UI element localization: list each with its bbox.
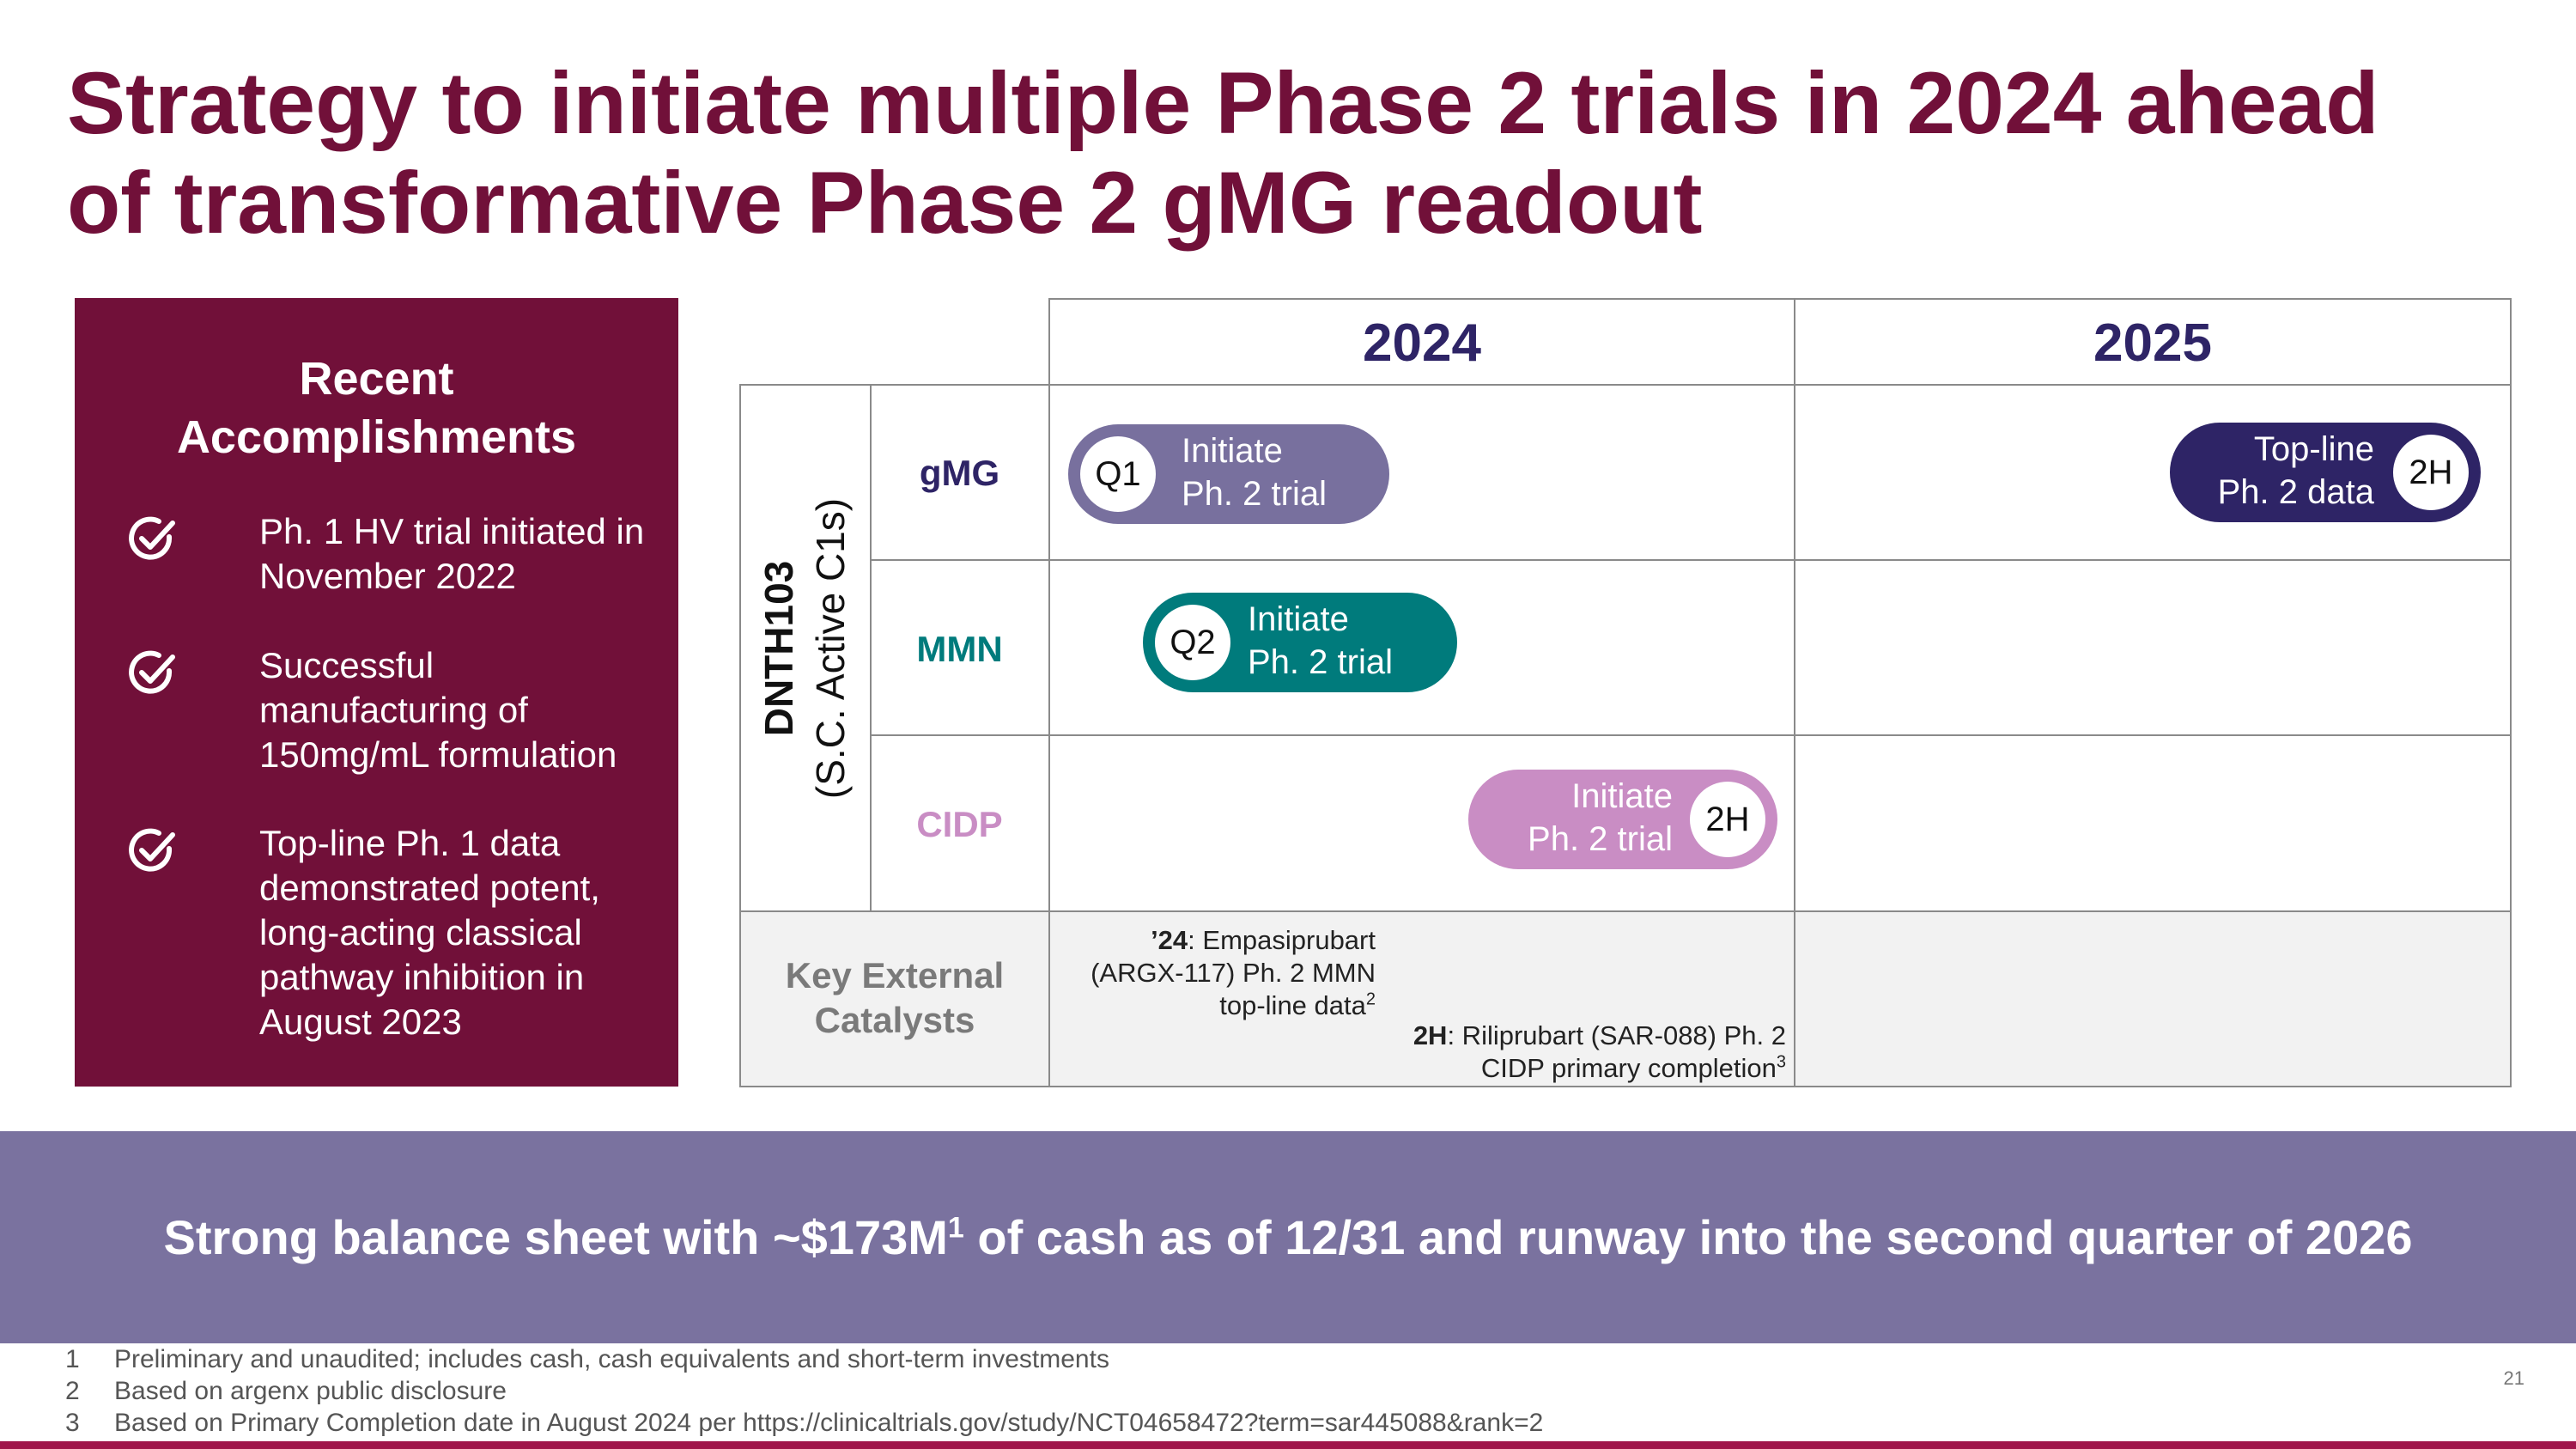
accomplishment-line: pathway inhibition in [259,957,585,997]
catalyst-note-cidp: 2H: Riliprubart (SAR-088) Ph. 2 CIDP pri… [1322,1020,1786,1085]
grid-line [740,910,2512,912]
year-header-2025: 2025 [2093,314,2212,373]
footnote-number: 2 [65,1377,80,1405]
footnote-ref: 2 [1365,989,1376,1009]
accomplishment-line: demonstrated potent, [259,868,600,908]
catalyst-timing: ’24 [1151,925,1188,955]
row-label-cidp: CIDP [916,804,1003,844]
catalyst-line: top-line data2 [1056,989,1376,1022]
grid-line [740,1086,2512,1087]
page-title: Strategy to initiate multiple Phase 2 tr… [67,53,2540,253]
accomplishment-line: 150mg/mL formulation [259,734,617,775]
milestone-mmn-initiate: Q2 Initiate Ph. 2 trial [1143,593,1457,692]
accomplishments-heading-line1: Recent [299,353,454,405]
page-title-line1: Strategy to initiate multiple Phase 2 tr… [67,54,2379,152]
milestone-cidp-initiate: Initiate Ph. 2 trial 2H [1468,770,1777,869]
milestone-badge: Q1 [1080,436,1156,512]
catalyst-note-mmn: ’24: Empasiprubart (ARGX-117) Ph. 2 MMN … [1056,924,1376,1022]
milestone-text: Initiate Ph. 2 trial [1248,598,1393,684]
grid-line [739,384,741,1087]
drug-label-text: DNTH103 (S.C. Active C1s) [753,386,856,911]
footnotes: 1 Preliminary and unaudited; includes ca… [65,1343,2212,1439]
drug-name: DNTH103 [756,560,801,737]
catalyst-line: (ARGX-117) Ph. 2 MMN [1091,958,1376,988]
milestone-line: Initiate [1182,432,1283,470]
external-catalysts-label-line2: Catalysts [814,1000,975,1040]
accomplishment-text: Top-line Ph. 1 data demonstrated potent,… [259,821,671,1044]
catalyst-timing: 2H [1413,1020,1448,1050]
grid-line [870,384,872,912]
footnote: 3 Based on Primary Completion date in Au… [65,1407,2212,1439]
accomplishment-text: Ph. 1 HV trial initiated in November 202… [259,509,671,599]
grid-line [2510,298,2512,1087]
grid-line [1794,298,1795,1087]
milestone-gmg-topline: Top-line Ph. 2 data 2H [2170,423,2481,522]
milestone-badge: 2H [1690,782,1765,857]
milestone-line: Ph. 2 trial [1528,820,1673,858]
accomplishment-line: long-acting classical [259,912,582,953]
catalyst-text: top-line data [1219,990,1366,1020]
milestone-line: Initiate [1248,600,1349,638]
milestone-badge: 2H [2393,435,2469,510]
accomplishment-line: August 2023 [259,1002,462,1042]
milestone-line: Ph. 2 data [2217,473,2374,511]
check-circle-icon [129,516,175,560]
footnote-text: Preliminary and unaudited; includes cash… [114,1345,1109,1373]
footnote: 1 Preliminary and unaudited; includes ca… [65,1343,2212,1375]
external-catalysts-label: Key External Catalysts [740,953,1049,1043]
accomplishment-line: manufacturing of [259,690,528,730]
footnote-text: Based on argenx public disclosure [114,1377,507,1405]
accomplishments-heading-line2: Accomplishments [176,411,577,463]
check-circle-icon [129,650,175,694]
catalyst-text: : Riliprubart (SAR-088) Ph. 2 [1447,1020,1786,1050]
grid-line [740,384,2512,386]
milestone-text: Initiate Ph. 2 trial [1182,429,1327,515]
milestone-text: Initiate Ph. 2 trial [1528,775,1673,861]
accomplishment-line: Successful [259,645,434,685]
milestone-line: Initiate [1571,777,1673,815]
grid-line [871,734,2512,736]
catalyst-line: 2H: Riliprubart (SAR-088) Ph. 2 [1322,1020,1786,1052]
drug-label: DNTH103 (S.C. Active C1s) [740,386,869,911]
external-catalysts-row-bg [740,911,2511,1087]
accomplishment-text: Successful manufacturing of 150mg/mL for… [259,643,671,777]
accomplishments-heading: Recent Accomplishments [75,350,678,466]
accomplishment-line: November 2022 [259,556,516,596]
banner-text: Strong balance sheet with ~$173M [163,1210,948,1264]
check-circle-icon [129,828,175,872]
catalyst-line: CIDP primary completion3 [1322,1052,1786,1085]
milestone-badge: Q2 [1155,605,1230,680]
footnote-text: Based on Primary Completion date in Augu… [114,1409,1544,1437]
grid-line [1048,298,2512,300]
balance-sheet-banner: Strong balance sheet with ~$173M1 of cas… [0,1131,2576,1343]
bottom-rule [0,1441,2576,1449]
milestone-gmg-initiate: Q1 Initiate Ph. 2 trial [1068,424,1389,524]
page-title-line2: of transformative Phase 2 gMG readout [67,154,1703,252]
catalyst-text: CIDP primary completion [1480,1053,1777,1083]
footnote-number: 3 [65,1409,80,1437]
year-header-2024: 2024 [1363,314,1481,373]
external-catalysts-label-line1: Key External [785,955,1005,995]
milestone-text: Top-line Ph. 2 data [2218,428,2374,514]
grid-line [871,559,2512,561]
recent-accomplishments-panel: Recent Accomplishments Ph. 1 HV trial in… [75,298,678,1087]
page-number: 21 [2503,1367,2524,1389]
grid-line [1048,298,1050,1087]
accomplishment-line: Ph. 1 HV trial initiated in [259,511,645,551]
row-label-gmg: gMG [919,453,1000,493]
drug-mechanism: (S.C. Active C1s) [808,497,853,800]
accomplishment-line: Top-line Ph. 1 data [259,823,561,863]
footnote-ref: 3 [1776,1052,1786,1072]
catalyst-text: : Empasiprubart [1188,925,1376,955]
milestone-line: Ph. 2 trial [1182,475,1327,513]
milestone-line: Top-line [2253,430,2374,468]
catalyst-line: ’24: Empasiprubart [1056,924,1376,957]
milestone-line: Ph. 2 trial [1248,643,1393,681]
footnote: 2 Based on argenx public disclosure [65,1375,2212,1407]
row-label-mmn: MMN [916,629,1003,669]
footnote-ref: 1 [947,1211,964,1245]
banner-text: of cash as of 12/31 and runway into the … [963,1210,2413,1264]
footnote-number: 1 [65,1345,80,1373]
